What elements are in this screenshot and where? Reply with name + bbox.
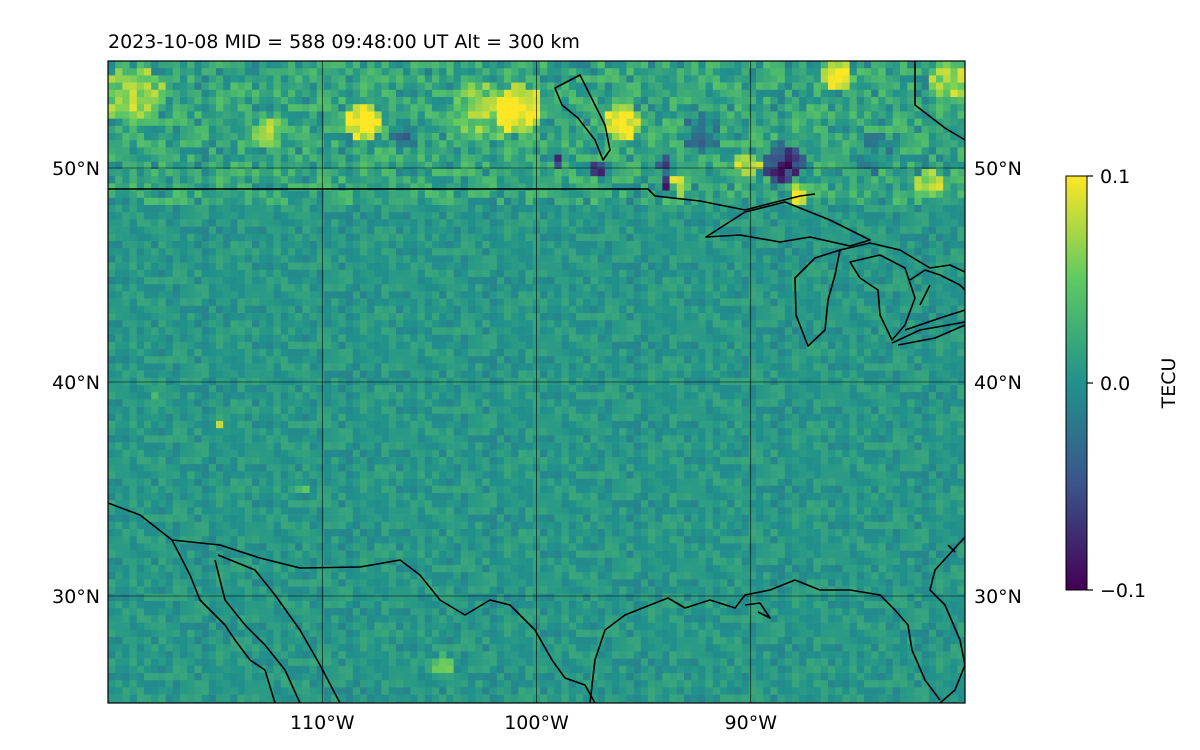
mississippi-delta [744,602,771,619]
gulf-of-california [214,559,301,703]
lake-winnipeg [554,74,611,161]
latitude-tick-label-right: 30°N [974,586,1022,608]
longitude-tick-label: 100°W [504,712,569,734]
us-mexico-border [108,502,596,703]
latitude-tick-label-right: 40°N [974,372,1022,394]
baja-california [171,539,276,703]
latitude-tick-label-left: 40°N [52,372,100,394]
hudson-bay-coast [914,61,965,141]
colorbar-ticks: 0.1 0.0 −0.1 [1087,166,1146,602]
east-coast [929,536,965,703]
gulf-coast [589,579,941,703]
lake-huron [849,254,916,341]
us-canada-border [108,188,816,211]
colorbar-label: TECU [1158,358,1180,410]
colorbar: 0.1 0.0 −0.1 TECU [1065,166,1180,602]
longitude-ticks: 110°W 100°W 90°W [290,712,777,734]
gridlines [108,61,965,703]
colorbar-tick-label: 0.0 [1100,373,1130,395]
colorbar-tick-label: 0.1 [1100,166,1130,188]
mainland-mexico-west [217,554,341,703]
ontario-lake-shore [909,269,965,306]
lake-erie-ontario [891,309,965,346]
lake-superior [705,201,871,247]
map-frame [107,60,966,704]
colorbar-gradient [1065,175,1088,591]
latitude-tick-label-left: 30°N [52,586,100,608]
colorbar-tick-label: −0.1 [1100,580,1146,602]
florida-tip [947,544,956,553]
latitude-tick-label-right: 50°N [974,158,1022,180]
latitude-tick-label-left: 50°N [52,158,100,180]
map-title: 2023-10-08 MID = 588 09:48:00 UT Alt = 3… [108,31,580,53]
tec-heatmap [108,61,965,703]
longitude-tick-label: 90°W [725,712,778,734]
coastlines-and-borders [108,61,965,703]
longitude-tick-label: 110°W [290,712,355,734]
latitude-ticks: 50°N 50°N 40°N 40°N 30°N 30°N [52,158,1022,608]
michigan-upper-peninsula [839,242,965,273]
map-area [108,61,965,703]
lake-michigan [794,249,841,347]
